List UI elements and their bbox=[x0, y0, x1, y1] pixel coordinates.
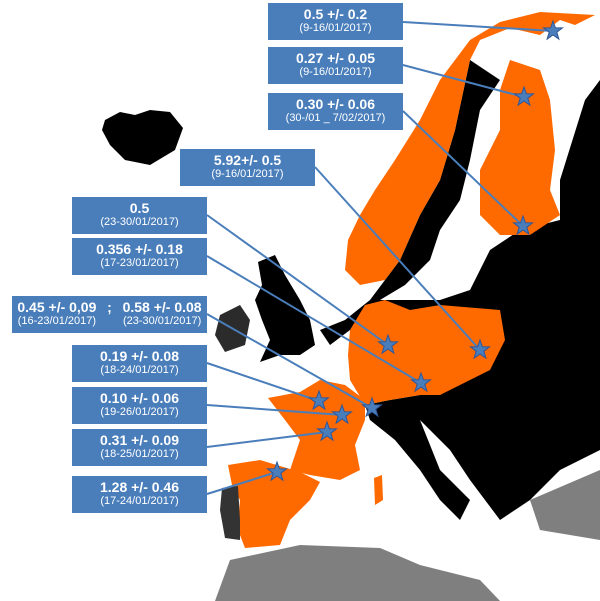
connector-line bbox=[206, 313, 373, 409]
connector-line bbox=[206, 431, 328, 448]
dates: (9-16/01/2017) bbox=[299, 66, 372, 78]
dates-2: (23-30/01/2017) bbox=[122, 315, 202, 327]
label-box-france-east: 0.10 +/- 0.06 (19-26/01/2017) bbox=[72, 387, 207, 424]
connector-line bbox=[206, 255, 422, 384]
label-box-central-finland: 0.27 +/- 0.05 (9-16/01/2017) bbox=[268, 47, 403, 84]
value: 0.5 +/- 0.2 bbox=[303, 6, 368, 22]
dates: (17-23/01/2017) bbox=[100, 257, 179, 269]
connector-line bbox=[402, 21, 554, 32]
label-box-germany-south: 0.356 +/- 0.18 (17-23/01/2017) bbox=[72, 238, 207, 275]
label-box-france-central: 0.31 +/- 0.09 (18-25/01/2017) bbox=[72, 429, 207, 466]
label-box-germany-southwest: 0.45 +/- 0,09 (16-23/01/2017) ; 0.58 +/- … bbox=[12, 296, 207, 333]
connector-line bbox=[402, 64, 525, 98]
dates: (23-30/01/2017) bbox=[100, 216, 179, 228]
star-icon bbox=[266, 460, 288, 482]
star-icon bbox=[512, 214, 534, 236]
value: 0.31 +/- 0.09 bbox=[99, 432, 179, 448]
connector-line bbox=[206, 404, 343, 416]
connector-line bbox=[402, 110, 524, 227]
star-icon bbox=[316, 420, 338, 442]
corsica bbox=[374, 475, 383, 505]
germany-poland bbox=[348, 300, 505, 405]
dates: (30-/01 _ 7/02/2017) bbox=[285, 112, 386, 124]
label-box-germany-north: 0.5 (23-30/01/2017) bbox=[72, 197, 207, 234]
connector-line bbox=[206, 362, 320, 402]
value: 0.30 +/- 0.06 bbox=[295, 96, 375, 112]
label-box-spain: 1.28 +/- 0.46 (17-24/01/2017) bbox=[72, 476, 207, 513]
star-icon bbox=[331, 403, 353, 425]
label-box-north-finland: 0.5 +/- 0.2 (9-16/01/2017) bbox=[268, 3, 403, 40]
star-icon bbox=[377, 333, 399, 355]
star-icon bbox=[308, 389, 330, 411]
label-box-poland: 5.92+/- 0.5 (9-16/01/2017) bbox=[180, 149, 315, 186]
star-icon bbox=[542, 19, 564, 41]
dates: (16-23/01/2017) bbox=[17, 315, 97, 327]
value: 0.45 +/- 0,09 bbox=[17, 299, 97, 315]
connector-line bbox=[206, 471, 278, 495]
turkey bbox=[530, 470, 600, 540]
dates: (17-24/01/2017) bbox=[100, 495, 179, 507]
value: 0.356 +/- 0.18 bbox=[96, 241, 183, 257]
dates: (18-24/01/2017) bbox=[100, 364, 179, 376]
north-africa bbox=[215, 545, 500, 601]
value: 0.27 +/- 0.05 bbox=[295, 50, 375, 66]
star-icon bbox=[513, 85, 535, 107]
star-markers bbox=[266, 19, 564, 482]
star-icon bbox=[469, 338, 491, 360]
portugal bbox=[220, 486, 240, 540]
value: 5.92+/- 0.5 bbox=[213, 152, 282, 168]
connector-line bbox=[206, 214, 389, 346]
dates: (9-16/01/2017) bbox=[211, 168, 284, 180]
value-2: 0.58 +/- 0.08 bbox=[122, 299, 202, 315]
spain bbox=[228, 460, 320, 548]
value: 0.5 bbox=[129, 200, 150, 216]
connector-line bbox=[314, 166, 481, 351]
dates: (18-25/01/2017) bbox=[100, 448, 179, 460]
dates: (19-26/01/2017) bbox=[100, 406, 179, 418]
separator: ; bbox=[107, 299, 112, 315]
value: 0.10 +/- 0.06 bbox=[99, 390, 179, 406]
eastern-europe bbox=[320, 60, 600, 520]
value: 1.28 +/- 0.46 bbox=[99, 479, 179, 495]
norway bbox=[345, 12, 595, 285]
value: 0.19 +/- 0.08 bbox=[99, 348, 179, 364]
connector-lines bbox=[206, 21, 554, 495]
finland bbox=[480, 60, 560, 235]
france bbox=[268, 380, 365, 480]
star-icon bbox=[410, 371, 432, 393]
iceland bbox=[102, 110, 183, 165]
great-britain bbox=[255, 255, 315, 362]
star-icon bbox=[361, 396, 383, 418]
label-box-south-finland: 0.30 +/- 0.06 (30-/01 _ 7/02/2017) bbox=[268, 93, 403, 130]
dates: (9-16/01/2017) bbox=[299, 22, 372, 34]
label-box-france-north: 0.19 +/- 0.08 (18-24/01/2017) bbox=[72, 345, 207, 382]
